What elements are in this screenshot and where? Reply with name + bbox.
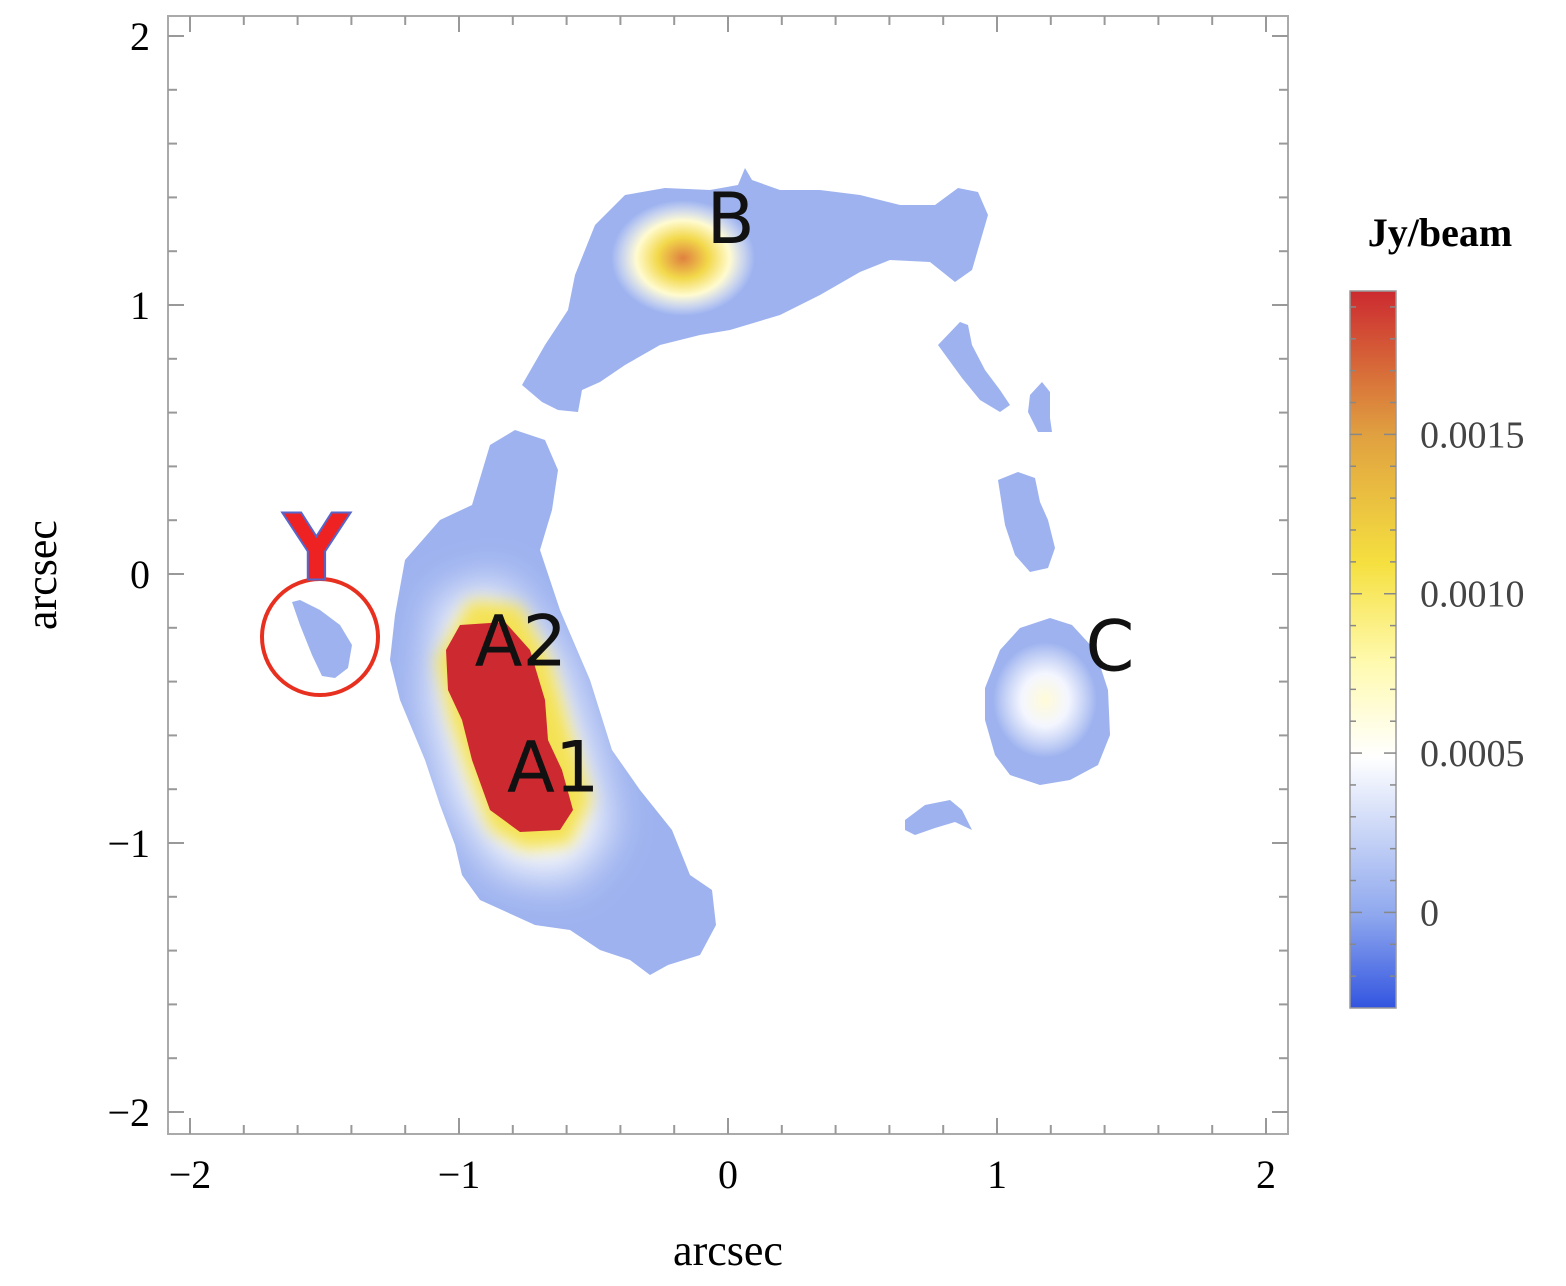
x-tick-label: 2 [1256,1152,1276,1197]
colorbar-tick-label: 0 [1420,892,1439,934]
image-c-peak [993,642,1097,758]
image-label-b: B [707,178,755,260]
x-tick-label: 1 [987,1152,1007,1197]
colorbar [1349,290,1397,1009]
y-tick-label: 0 [130,552,150,597]
y-tick-label: −1 [107,821,150,866]
x-tick-label: 0 [718,1152,738,1197]
x-tick-label: −2 [169,1152,212,1197]
image-label-c: C [1086,606,1135,688]
fragment-1 [938,322,1010,412]
y-tick-label: 1 [130,283,150,328]
x-tick-label: −1 [438,1152,481,1197]
y-tick-label: −2 [107,1090,150,1135]
fragment-3 [998,472,1055,572]
image-label-y: Y [282,494,351,601]
y-tick-labels: 2 1 0 −1 −2 [107,14,150,1135]
feature-y-region [292,600,352,678]
feature-y-highlight-circle [260,577,380,697]
image-label-a2: A2 [475,600,567,682]
colorbar-title: Jy/beam [1368,210,1512,255]
y-tick-label: 2 [130,14,150,59]
image-label-a1: A1 [507,727,599,809]
x-axis-title: arcsec [673,1226,783,1275]
colorbar-ticks: 0.0015 0.0010 0.0005 0 [1350,306,1525,977]
image-labels: A1 A2 B C Y [281,178,1135,809]
arc-b-peak [611,200,755,316]
colorbar-tick-label: 0.0015 [1420,414,1525,456]
colorbar-tick-label: 0.0010 [1420,574,1525,616]
axis-ticks [168,16,1288,1134]
x-tick-labels: −2 −1 0 1 2 [169,1152,1276,1197]
fragment-2 [1028,382,1052,432]
arc-a-core [446,622,573,832]
fragment-4 [905,800,972,835]
colorbar-tick-label: 0.0005 [1420,733,1525,775]
y-axis-title: arcsec [17,520,66,630]
flux-emission [292,168,1110,975]
